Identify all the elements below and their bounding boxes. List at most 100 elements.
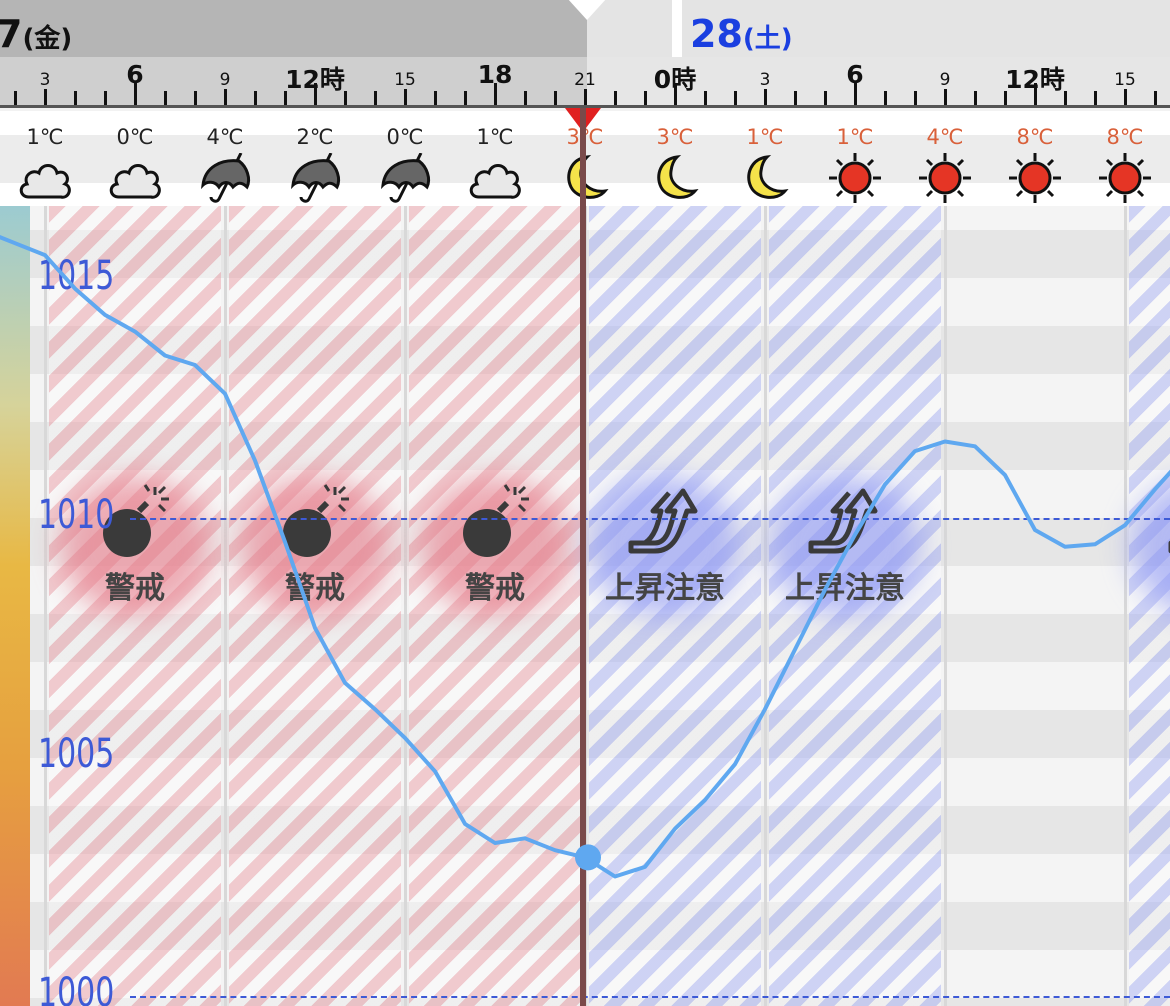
sun-icon [1007,153,1063,203]
y-axis-label: 1005 [38,731,115,777]
moon-icon [647,153,703,203]
bomb-icon [95,481,175,561]
tick-mark [794,91,797,105]
umbrella-icon [287,152,343,203]
tick-mark [764,89,767,105]
tick-mark [74,91,77,105]
time-label: 6 [126,60,144,89]
temperature-label: 3℃ [656,125,694,149]
cloud-icon [17,153,73,203]
temperature-label: 0℃ [386,125,424,149]
tick-mark [944,89,947,105]
bomb-icon [275,481,355,561]
time-ruler[interactable]: 3 6 9 12時 15 18 21 0時 3 6 9 12時 15 [0,57,1170,108]
time-label: 3 [759,70,771,90]
temperature-label: 1℃ [476,125,514,149]
day-divider [672,0,682,57]
umbrella-icon [377,152,433,203]
time-label: 21 [574,70,596,90]
warning-label: 警戒 [465,571,525,606]
time-label: 9 [219,70,231,90]
tick-mark [1064,91,1067,105]
temperature-label: 0℃ [116,125,154,149]
tick-mark [434,91,437,105]
temperature-label: 8℃ [1016,125,1054,149]
reference-line [130,996,1170,998]
tick-mark [554,91,557,105]
column-divider [944,206,947,1006]
warning-label: 上昇注意 [605,571,725,606]
temperature-label: 1℃ [26,125,64,149]
day-pointer [567,0,607,20]
tick-mark [464,91,467,105]
column-divider [404,206,407,1006]
tick-mark [254,91,257,105]
tick-mark [524,91,527,105]
cloud-icon [107,153,163,203]
tick-mark [1094,91,1097,105]
y-axis-label: 1010 [38,492,115,538]
tick-mark [1154,91,1157,105]
warning-label: 警戒 [285,571,345,606]
tick-mark [404,89,407,105]
warning-badge[interactable]: 警戒 [50,471,220,621]
sun-icon [1097,153,1153,203]
time-label: 15 [1114,70,1136,90]
moon-icon [737,153,793,203]
tick-mark [104,91,107,105]
tick-mark [194,91,197,105]
tick-mark [164,91,167,105]
tick-mark [1004,91,1007,105]
time-label: 12時 [285,65,345,94]
warning-badge[interactable]: 警戒 [410,471,580,621]
tick-mark [224,89,227,105]
time-label: 6 [846,60,864,89]
temperature-label: 4℃ [926,125,964,149]
warning-label: 上昇注意 [785,571,905,606]
warning-badge[interactable]: 上 [1120,471,1170,621]
day-label-27[interactable]: 7(金) [0,12,73,56]
pressure-level-strip [0,206,30,1006]
tick-mark [584,89,587,105]
warning-badge[interactable]: 警戒 [230,471,400,621]
cloud-icon [467,153,523,203]
column-divider [44,206,47,1006]
time-label: 15 [394,70,416,90]
temperature-label: 1℃ [836,125,874,149]
day-header: 7(金) 28(土) [0,0,1170,57]
tick-mark [374,91,377,105]
warning-label: 警戒 [105,571,165,606]
temperature-label: 1℃ [746,125,784,149]
day-header-past [0,0,587,57]
tick-mark [614,91,617,105]
y-axis-label: 1000 [38,970,115,1006]
tick-mark [674,83,677,105]
time-label: 3 [39,70,51,90]
current-time-line[interactable] [580,108,586,1006]
rising-arrows-icon [625,481,705,561]
day-label-28[interactable]: 28(土) [690,12,793,56]
tick-mark [854,83,857,105]
tick-mark [1034,83,1037,105]
tick-mark [704,91,707,105]
temperature-label: 4℃ [206,125,244,149]
time-label: 9 [939,70,951,90]
tick-mark [344,91,347,105]
tick-mark [914,91,917,105]
warning-badge[interactable]: 上昇注意 [760,471,930,621]
umbrella-icon [197,152,253,203]
temperature-label: 2℃ [296,125,334,149]
ruler-past [0,57,587,105]
tick-mark [734,91,737,105]
tick-mark [884,91,887,105]
time-label: 0時 [653,65,697,94]
tick-mark [494,83,497,105]
tick-mark [284,91,287,105]
tick-mark [1124,89,1127,105]
warning-column [1129,206,1170,1006]
column-divider [764,206,767,1006]
warning-badge[interactable]: 上昇注意 [580,471,750,621]
time-label: 12時 [1005,65,1065,94]
sun-icon [917,153,973,203]
tick-mark [44,89,47,105]
